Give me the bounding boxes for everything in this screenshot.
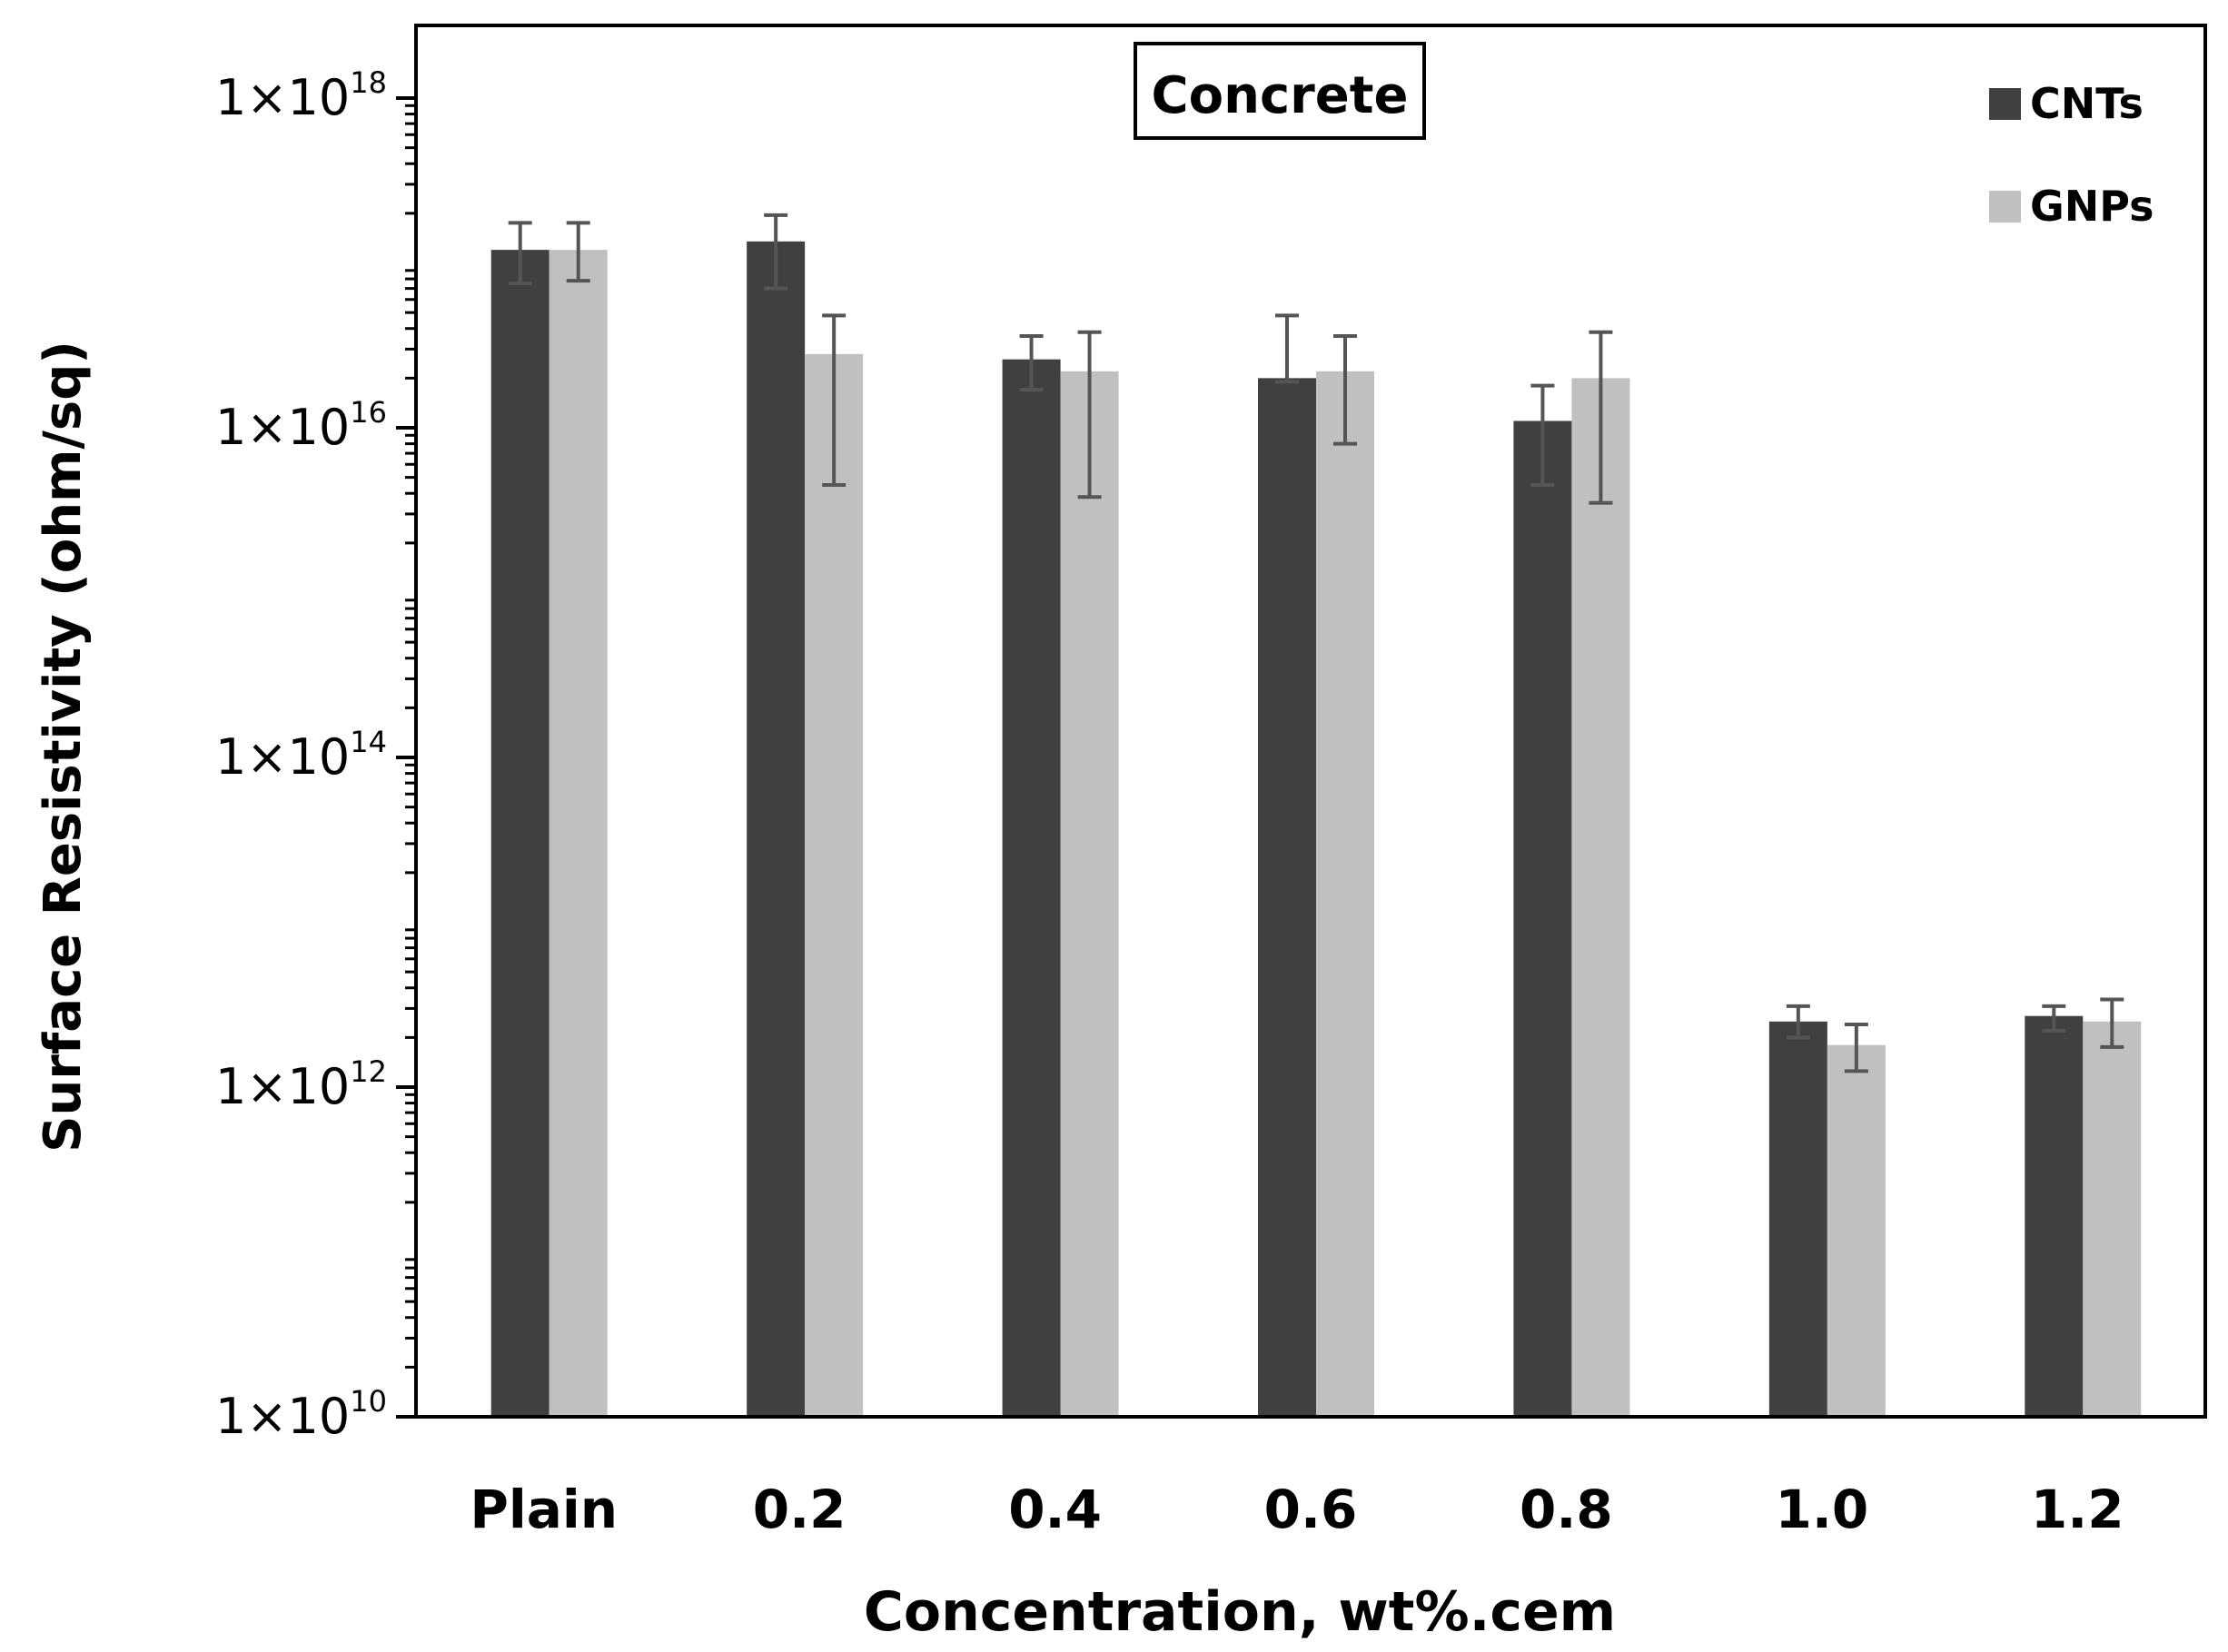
chart-title-box: Concrete (1134, 42, 1426, 140)
error-bar-cnts-1.0 (1786, 1004, 1810, 1040)
error-bar-cnts-0.4 (1019, 334, 1044, 392)
bar-cnts-0.2 (747, 241, 806, 1417)
bar-gnps-0.4 (1060, 371, 1119, 1417)
x-tick-labels: Plain 0.2 0.4 0.6 0.8 1.0 1.2 (470, 1479, 2124, 1540)
chart-title: Concrete (1152, 66, 1409, 125)
y-tick-label: 1×1010 (215, 1384, 387, 1445)
bars (490, 241, 2142, 1418)
error-bars (508, 213, 2124, 1073)
y-tick-label: 1×1014 (215, 725, 387, 786)
error-bar-cnts-1.2 (2042, 1004, 2066, 1033)
bar-cnts-1.2 (2025, 1015, 2084, 1417)
bar-cnts-0.4 (1002, 359, 1061, 1417)
x-tick-label: 0.2 (753, 1479, 847, 1540)
bar-cnts-Plain (490, 250, 550, 1417)
error-bar-gnps-0.8 (1589, 330, 1613, 505)
bar-cnts-0.8 (1513, 420, 1572, 1418)
bar-gnps-1.2 (2083, 1021, 2142, 1417)
y-tick-label: 1×1012 (215, 1054, 387, 1115)
bar-gnps-0.8 (1571, 378, 1630, 1418)
major-ticks (396, 96, 416, 1419)
error-bar-gnps-0.6 (1333, 334, 1357, 446)
plot-frame (414, 24, 2207, 1419)
y-tick-labels: 1×1010 1×1012 1×1014 1×1016 1×1018 (215, 65, 387, 1445)
error-bar-cnts-0.6 (1275, 313, 1299, 384)
error-bar-gnps-0.2 (822, 313, 847, 487)
y-axis-label: Surface Resistivity (ohm/sq) (34, 341, 93, 1152)
error-bar-gnps-0.4 (1077, 330, 1102, 500)
bar-gnps-0.2 (805, 353, 864, 1417)
title-box-frame (1134, 42, 1426, 140)
error-bar-cnts-0.2 (764, 213, 788, 291)
legend: CNTs GNPs (1989, 79, 2154, 231)
x-tick-label: 1.2 (2031, 1479, 2124, 1540)
bar-gnps-1.0 (1827, 1044, 1886, 1417)
legend-swatch-gnps (1989, 191, 2021, 223)
error-bar-gnps-1.0 (1844, 1022, 1868, 1073)
error-bar-cnts-0.8 (1530, 383, 1555, 487)
x-tick-label: 0.8 (1520, 1479, 1613, 1540)
bar-gnps-Plain (549, 250, 608, 1417)
error-bar-cnts-Plain (508, 221, 532, 286)
x-axis-label: Concentration, wt%.cem (864, 1580, 1616, 1644)
legend-label-cnts: CNTs (2030, 79, 2144, 128)
y-tick-label: 1×1016 (215, 395, 387, 456)
bar-gnps-0.6 (1316, 371, 1374, 1417)
x-tick-label: 1.0 (1775, 1479, 1868, 1540)
error-bar-gnps-1.2 (2100, 997, 2124, 1049)
y-tick-label: 1×1018 (215, 65, 387, 126)
x-tick-label: 0.4 (1008, 1479, 1102, 1540)
x-tick-label: Plain (470, 1479, 618, 1540)
x-tick-label: 0.6 (1264, 1479, 1358, 1540)
bar-cnts-0.6 (1258, 378, 1316, 1418)
legend-label-gnps: GNPs (2030, 182, 2154, 231)
error-bar-gnps-Plain (566, 221, 590, 283)
legend-swatch-cnts (1989, 88, 2021, 120)
bar-cnts-1.0 (1768, 1021, 1827, 1417)
